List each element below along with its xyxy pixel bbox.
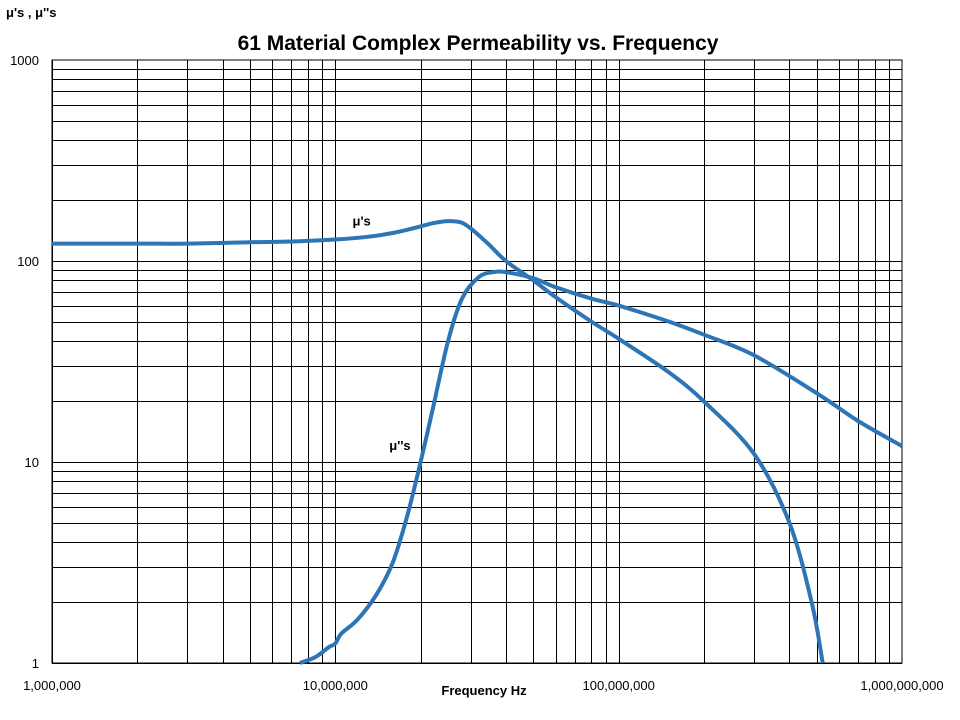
series-labels: μ's μ''s xyxy=(353,214,411,453)
series-lines xyxy=(52,219,903,665)
tick-labels: 1,000,000 10,000,000 100,000,000 1,000,000,… xyxy=(10,53,943,693)
chart-title: 61 Material Complex Permeability vs. Fre… xyxy=(238,32,719,55)
y-tick-label: 10 xyxy=(25,455,39,470)
y-axis-label: μ's , μ''s xyxy=(6,5,56,20)
series-label-2: μ''s xyxy=(389,438,410,453)
series-line-1 xyxy=(52,219,825,664)
x-axis-label: Frequency Hz xyxy=(441,683,527,698)
plot-area-frame xyxy=(51,59,903,664)
grid-lines xyxy=(52,60,902,664)
x-tick-label: 10,000,000 xyxy=(303,678,368,693)
y-tick-label: 1000 xyxy=(10,53,39,68)
x-tick-label: 1,000,000,000 xyxy=(860,678,943,693)
x-tick-label: 1,000,000 xyxy=(23,678,81,693)
series-label-1: μ's xyxy=(353,214,371,229)
y-tick-label: 1 xyxy=(32,656,39,671)
y-tick-label: 100 xyxy=(17,254,39,269)
series-line-2 xyxy=(299,269,903,665)
x-tick-label: 100,000,000 xyxy=(583,678,655,693)
